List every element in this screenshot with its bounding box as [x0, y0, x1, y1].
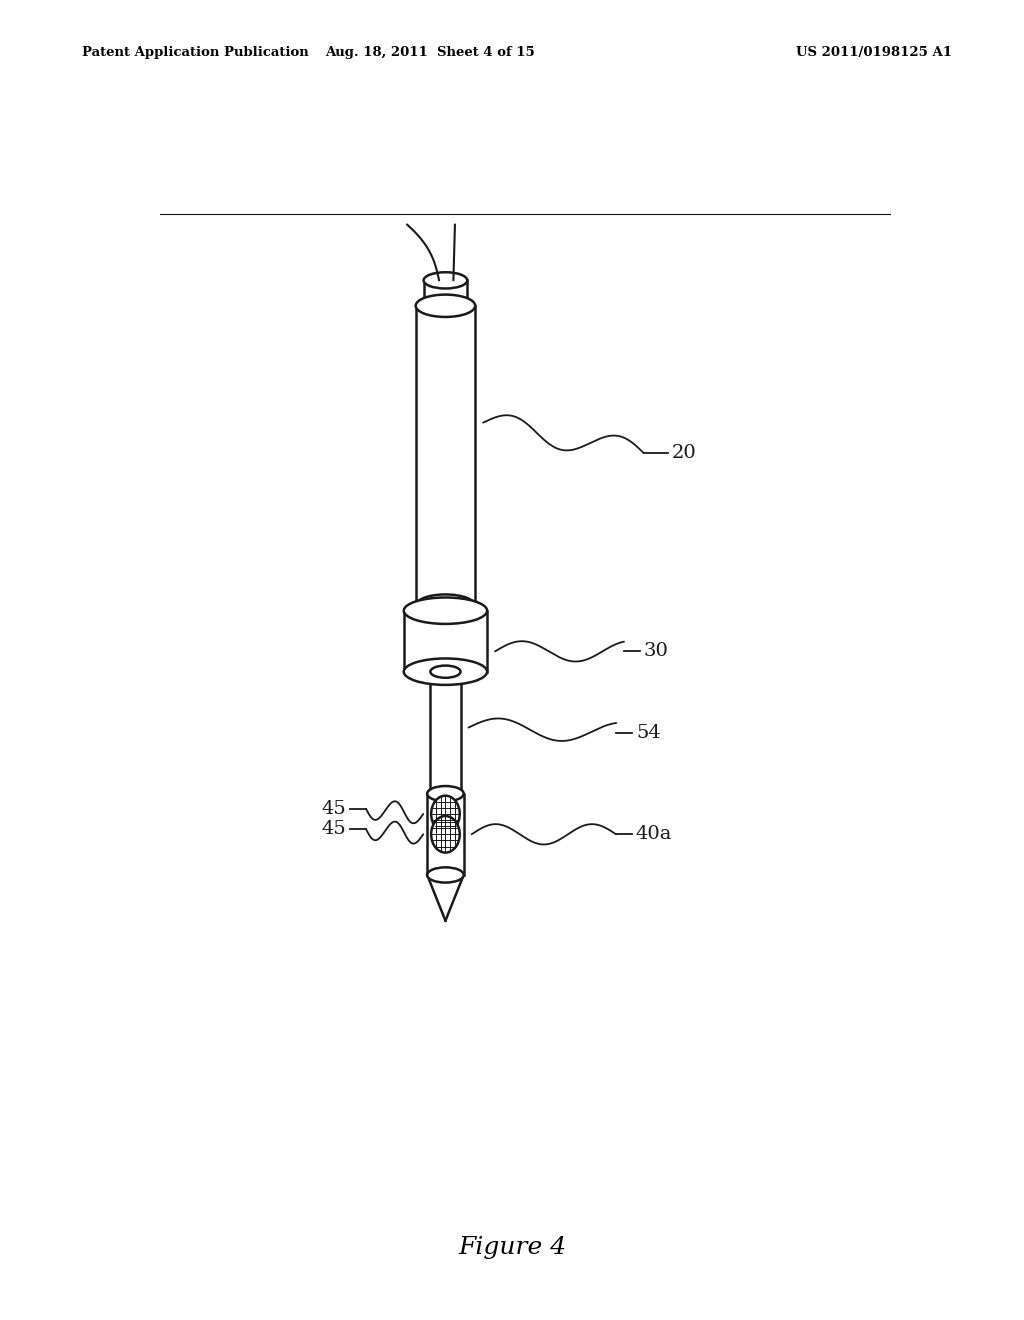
Text: US 2011/0198125 A1: US 2011/0198125 A1 — [797, 46, 952, 59]
Text: Patent Application Publication: Patent Application Publication — [82, 46, 308, 59]
Text: 45: 45 — [322, 800, 346, 818]
Text: 20: 20 — [672, 444, 696, 462]
Text: 30: 30 — [644, 643, 669, 660]
Ellipse shape — [424, 298, 467, 313]
Ellipse shape — [403, 598, 487, 624]
Text: Figure 4: Figure 4 — [458, 1236, 566, 1259]
Ellipse shape — [403, 659, 487, 685]
Ellipse shape — [416, 594, 475, 616]
Circle shape — [431, 816, 460, 853]
Text: 54: 54 — [636, 723, 660, 742]
Text: Aug. 18, 2011  Sheet 4 of 15: Aug. 18, 2011 Sheet 4 of 15 — [326, 46, 535, 59]
Ellipse shape — [416, 294, 475, 317]
Text: 45: 45 — [322, 820, 346, 838]
Text: 40a: 40a — [636, 825, 673, 843]
Ellipse shape — [430, 665, 461, 677]
Ellipse shape — [424, 272, 467, 289]
Ellipse shape — [427, 785, 464, 801]
Ellipse shape — [427, 867, 464, 883]
Circle shape — [431, 796, 460, 833]
